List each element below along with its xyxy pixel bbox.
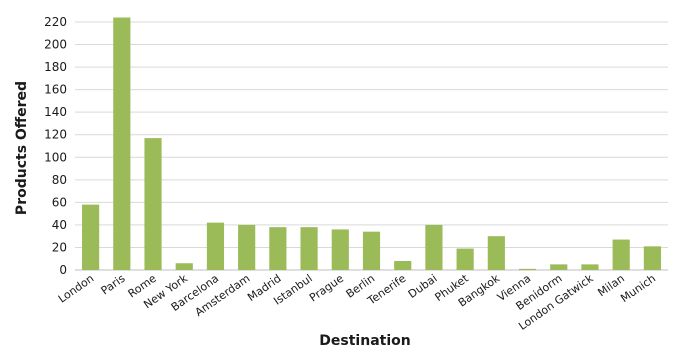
bar-dubai — [425, 224, 443, 270]
y-tick-label: 200 — [44, 38, 67, 52]
y-tick-label: 60 — [52, 195, 67, 209]
y-tick-label: 120 — [44, 128, 67, 142]
bar-london-gatwick — [581, 264, 599, 270]
bar-munich — [643, 246, 661, 270]
bars — [82, 17, 661, 271]
bar-rome — [144, 138, 162, 270]
x-category-label: Prague — [307, 272, 346, 305]
x-axis-title: Destination — [319, 333, 410, 347]
bar-barcelona — [206, 222, 225, 270]
bar-prague — [331, 229, 349, 270]
y-tick-label: 80 — [52, 173, 67, 187]
bar-paris — [113, 17, 131, 271]
y-tick-label: 140 — [44, 105, 67, 119]
gridlines — [75, 21, 668, 271]
x-category-label: Munich — [618, 272, 658, 305]
bar-amsterdam — [238, 224, 256, 270]
y-tick-label: 20 — [52, 240, 67, 254]
y-tick-label: 40 — [52, 218, 67, 232]
bar-tenerife — [394, 260, 412, 270]
y-tick-label: 220 — [44, 15, 67, 29]
bar-berlin — [362, 231, 381, 270]
y-axis-title: Products Offered — [14, 81, 30, 215]
bar-vienna — [518, 268, 537, 270]
y-tick-label: 180 — [44, 60, 67, 74]
bar-bangkok — [487, 236, 505, 270]
bar-phuket — [456, 248, 474, 270]
bar-milan — [612, 239, 630, 270]
bar-istanbul — [300, 227, 318, 270]
y-tick-label: 100 — [44, 150, 67, 164]
bar-benidorm — [550, 264, 568, 270]
x-category-label: Paris — [99, 272, 128, 298]
bar-london — [82, 204, 100, 270]
bar-madrid — [269, 227, 287, 270]
y-tick-label: 0 — [59, 263, 67, 277]
y-tick-labels: 0 20 40 60 80 100 120 140 160 180 200 220 — [44, 15, 67, 277]
bar-new-york — [175, 263, 193, 270]
y-tick-label: 160 — [44, 83, 67, 97]
